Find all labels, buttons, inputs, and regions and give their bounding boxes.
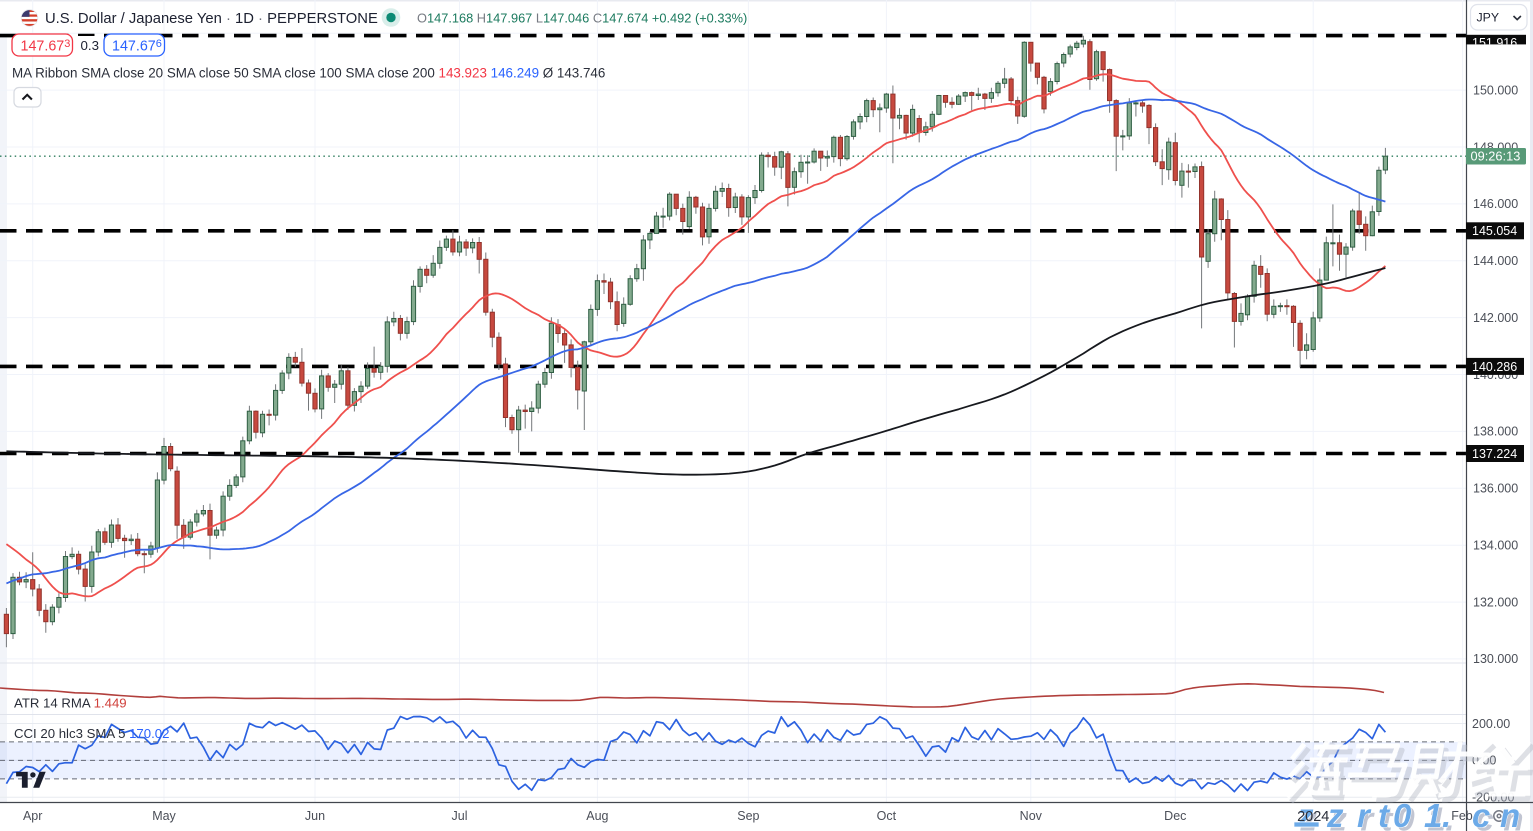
svg-text:.: . — [1445, 800, 1454, 831]
svg-text:.: . — [1442, 797, 1451, 831]
svg-text:MA Ribbon SMA close 20 SMA clo: MA Ribbon SMA close 20 SMA close 50 SMA … — [12, 66, 605, 81]
svg-text:140.286: 140.286 — [1472, 360, 1517, 374]
svg-text:0: 0 — [1396, 800, 1415, 831]
svg-text:130.000: 130.000 — [1473, 652, 1518, 666]
svg-text:Sep: Sep — [737, 809, 759, 823]
svg-text:Apr: Apr — [23, 809, 42, 823]
svg-text:JPY: JPY — [1477, 11, 1500, 25]
svg-text:147.673: 147.673 — [21, 38, 71, 54]
svg-text:Nov: Nov — [1020, 809, 1043, 823]
svg-text:ATR 14 RMA 1.449: ATR 14 RMA 1.449 — [14, 696, 127, 711]
svg-text:200.00: 200.00 — [1472, 717, 1510, 731]
svg-text:144.000: 144.000 — [1473, 254, 1518, 268]
svg-text:132.000: 132.000 — [1473, 595, 1518, 609]
svg-text:CCI 20 hlc3 SMA 5 170.02: CCI 20 hlc3 SMA 5 170.02 — [14, 726, 169, 741]
svg-text:Feb: Feb — [1451, 809, 1473, 823]
svg-text:t: t — [1378, 797, 1391, 831]
svg-text:Jun: Jun — [305, 809, 325, 823]
svg-text:May: May — [152, 809, 176, 823]
svg-text:O147.168 H147.967 L147.046 C14: O147.168 H147.967 L147.046 C147.674 +0.4… — [417, 10, 747, 25]
svg-text:137.224: 137.224 — [1472, 447, 1517, 461]
svg-text:c: c — [1475, 800, 1493, 831]
svg-text:09:26:13: 09:26:13 — [1471, 149, 1521, 164]
svg-text:142.000: 142.000 — [1473, 311, 1518, 325]
svg-text:Jul: Jul — [452, 809, 468, 823]
svg-text:Dec: Dec — [1164, 809, 1186, 823]
svg-text:z: z — [1329, 800, 1347, 831]
svg-text:n: n — [1503, 800, 1523, 831]
svg-text:n: n — [1500, 797, 1520, 831]
svg-text:U.S. Dollar / Japanese Yen · 1: U.S. Dollar / Japanese Yen · 1D · PEPPER… — [45, 11, 378, 27]
svg-text:2024: 2024 — [1297, 809, 1329, 825]
svg-text:r: r — [1360, 800, 1375, 831]
svg-text:0.3: 0.3 — [81, 38, 100, 53]
svg-text:Aug: Aug — [586, 809, 608, 823]
svg-text:t: t — [1381, 800, 1394, 831]
svg-text:134.000: 134.000 — [1473, 539, 1518, 553]
svg-text:c: c — [1472, 797, 1490, 831]
svg-text:r: r — [1357, 797, 1372, 831]
svg-text:150.000: 150.000 — [1473, 83, 1518, 97]
svg-text:0: 0 — [1393, 797, 1412, 831]
svg-text:1: 1 — [1427, 800, 1445, 831]
svg-text:147.676: 147.676 — [112, 38, 162, 54]
svg-text:Oct: Oct — [877, 809, 897, 823]
svg-text:136.000: 136.000 — [1473, 482, 1518, 496]
svg-text:138.000: 138.000 — [1473, 425, 1518, 439]
svg-text:146.000: 146.000 — [1473, 197, 1518, 211]
svg-text:151.916: 151.916 — [1472, 36, 1517, 50]
svg-text:1: 1 — [1424, 797, 1442, 831]
svg-text:z: z — [1326, 797, 1344, 831]
svg-text:145.054: 145.054 — [1472, 224, 1517, 238]
